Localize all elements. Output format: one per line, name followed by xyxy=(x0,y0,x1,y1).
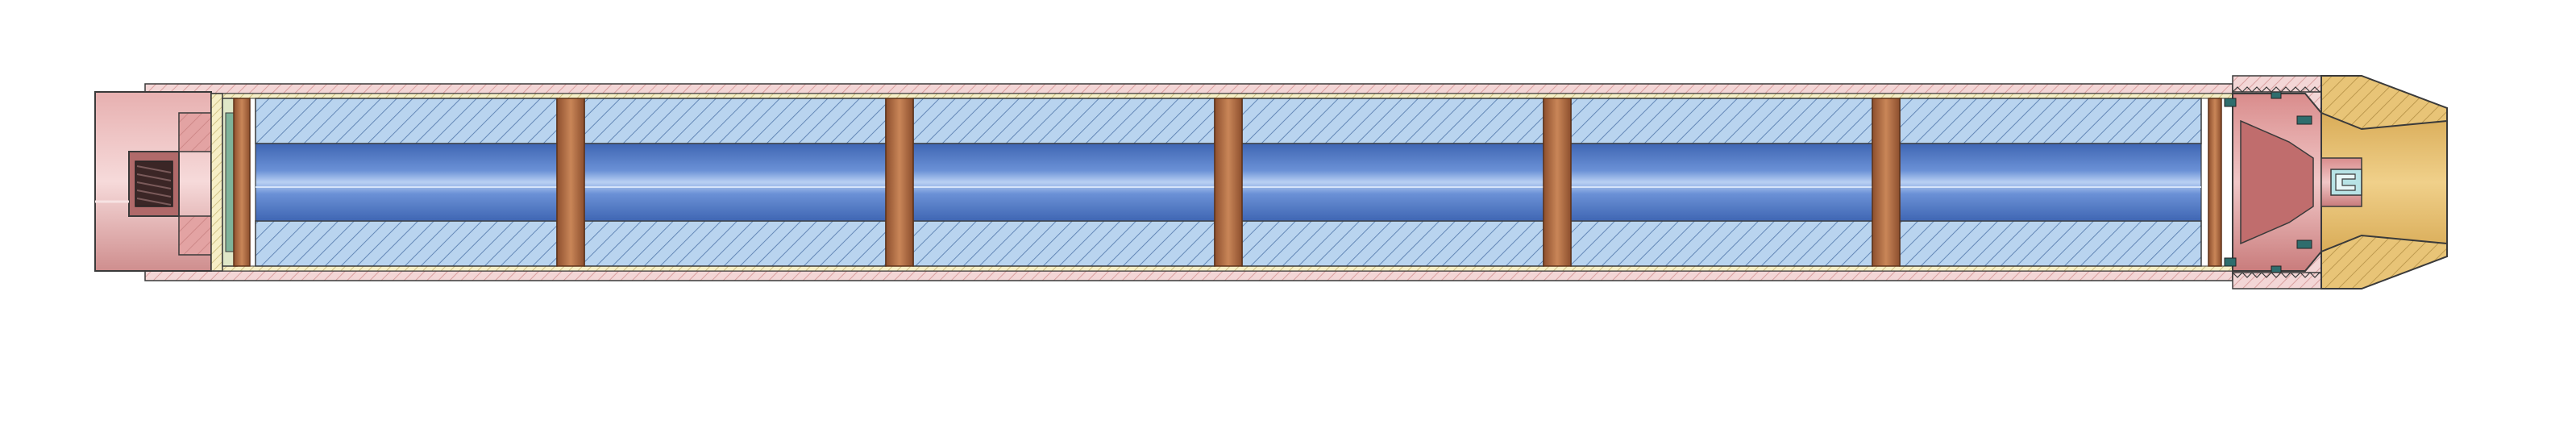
grain-core xyxy=(584,143,887,222)
propellant-grain xyxy=(1241,98,1544,267)
propellant-grain xyxy=(1899,98,2202,267)
propellant-grain xyxy=(912,98,1215,267)
casing-wall-top xyxy=(144,83,2233,94)
nozzle xyxy=(2296,75,2448,289)
grain-spacer xyxy=(2208,98,2222,267)
grain-core xyxy=(912,143,1215,222)
grain-core xyxy=(1899,143,2202,222)
propellant-grain xyxy=(255,98,558,267)
grain-spacers xyxy=(233,98,2222,267)
grain-spacer xyxy=(885,98,914,267)
nozzle-divergent-section xyxy=(2320,111,2448,253)
forward-closure xyxy=(94,91,238,272)
grain-spacer xyxy=(1214,98,1243,267)
grain-core xyxy=(1241,143,1544,222)
grain-spacer xyxy=(1543,98,1572,267)
grain-core xyxy=(1570,143,1873,222)
grain-spacer xyxy=(1872,98,1901,267)
grain-core xyxy=(255,143,558,222)
nozzle-convergent-section xyxy=(2240,119,2314,245)
grain-spacer xyxy=(556,98,585,267)
casing-wall-bottom xyxy=(144,270,2233,281)
propellant-grain xyxy=(584,98,887,267)
throat-insert-icon xyxy=(2335,173,2356,191)
propellant-grains xyxy=(255,98,2202,267)
grain-spacer xyxy=(233,98,251,267)
propellant-grain xyxy=(1570,98,1873,267)
aft-closure xyxy=(2224,83,2322,281)
